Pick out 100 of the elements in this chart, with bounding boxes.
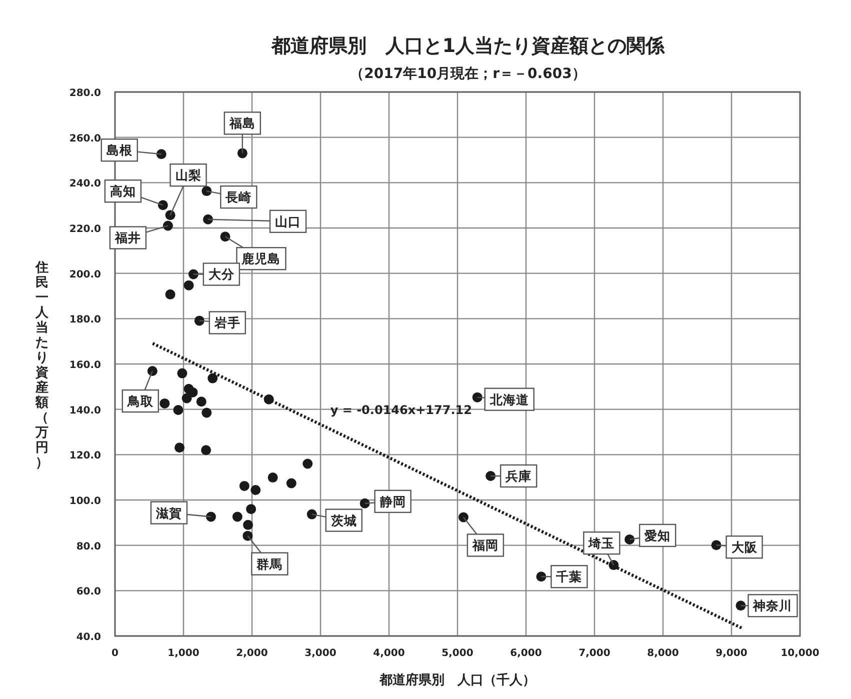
x-tick-label: 6,000 [510,648,542,659]
point [184,280,194,290]
y-tick-label: 140.0 [69,405,102,416]
chart-title: 都道府県別 人口と1人当たり資産額との関係 [270,35,666,57]
y-tick-label: 220.0 [69,224,102,235]
y-tick-label: 40.0 [76,632,102,643]
callout: 福井 [109,225,168,250]
annotation: 鹿児島 [240,251,281,266]
point [202,408,212,418]
point [165,210,176,220]
text: 住民一人当たり資産額（万円） [36,260,48,470]
x-tick-label: 1,000 [168,648,200,659]
x-tick-label: 3,000 [304,648,336,659]
annotation: 千葉 [555,569,582,584]
point [188,387,198,398]
point [242,530,253,541]
x-axis-title: 都道府県別 人口（千人） [378,672,536,688]
point [203,214,214,224]
y-tick-label: 280.0 [69,88,102,99]
annotation: 愛知 [644,528,671,543]
point [286,478,296,488]
annotation: 長崎 [224,190,252,205]
annotation: 滋賀 [154,505,182,520]
callout: 愛知 [629,524,676,548]
point [177,368,188,378]
y-tick-label: 80.0 [76,541,102,552]
annotation: 茨城 [330,512,357,528]
annotation: 静岡 [378,494,406,509]
point [302,458,313,469]
x-tick-label: 10,000 [780,648,820,659]
x-tick-label: 4,000 [373,648,405,659]
annotation: 山口 [275,214,302,229]
point [360,498,370,508]
point [268,472,278,483]
annotation: 北海道 [488,392,530,407]
y-tick-label: 180.0 [69,314,102,326]
x-tick-label: 2,000 [236,648,268,659]
x-tick-label: 9,000 [716,648,748,659]
point [486,470,496,481]
annotation: 福島 [228,116,256,131]
callout: 長崎 [206,185,258,209]
callout: 高知 [104,180,164,206]
x-tick-label: 0 [112,648,119,659]
callout: 山梨 [170,163,207,216]
point [196,396,206,407]
point [160,398,170,408]
annotation: 岩手 [213,315,240,330]
callout: 茨城 [312,508,362,532]
chart-subtitle: （2017年10月現在；r＝－0.603） [350,66,586,82]
point [472,392,482,402]
y-tick-label: 120.0 [69,450,102,462]
x-tick-label: 7,000 [578,648,610,659]
callout: 埼玉 [583,531,620,566]
point [711,540,722,550]
callout: 大分 [193,262,240,286]
annotation: 神奈川 [752,598,792,614]
point [239,480,250,491]
x-tick-label: 5,000 [442,648,474,659]
point [162,220,173,231]
series-label: y = -0.0146x+177.12 [330,402,472,417]
point [156,149,166,160]
point [536,572,546,582]
point [208,373,218,384]
y-tick-label: 200.0 [69,269,102,280]
callout: 静岡 [364,490,412,513]
point [237,148,248,158]
point [250,485,261,496]
point [147,366,158,376]
annotation: 福井 [114,230,141,246]
point [458,512,468,522]
annotation: 山梨 [175,168,202,183]
callout: 山口 [208,210,307,233]
y-tick-label: 260.0 [69,133,102,144]
x-tick-label: 8,000 [647,648,679,659]
callout: 神奈川 [740,594,798,618]
annotation: 埼玉 [588,536,615,551]
annotation: 大阪 [731,540,758,555]
y-tick-label: 160.0 [69,360,102,371]
point [182,393,192,404]
callout: 岩手 [199,311,246,334]
callout: 北海道 [477,388,534,411]
annotation: 群馬 [256,556,283,572]
point [243,520,254,530]
point [232,512,242,522]
callout: 鳥取 [122,370,159,413]
callout: 群馬 [247,535,288,576]
annotation: 福岡 [471,538,498,553]
annotation: 島根 [106,142,134,158]
point [174,442,185,453]
annotation: 高知 [110,184,136,199]
point [201,445,212,456]
callout: 島根 [100,138,162,162]
point [206,512,216,522]
point [306,509,317,520]
point [246,504,256,514]
y-tick-label: 240.0 [69,178,102,190]
point [736,600,746,611]
point [165,289,176,300]
callout: 滋賀 [150,501,212,524]
point [624,534,635,544]
